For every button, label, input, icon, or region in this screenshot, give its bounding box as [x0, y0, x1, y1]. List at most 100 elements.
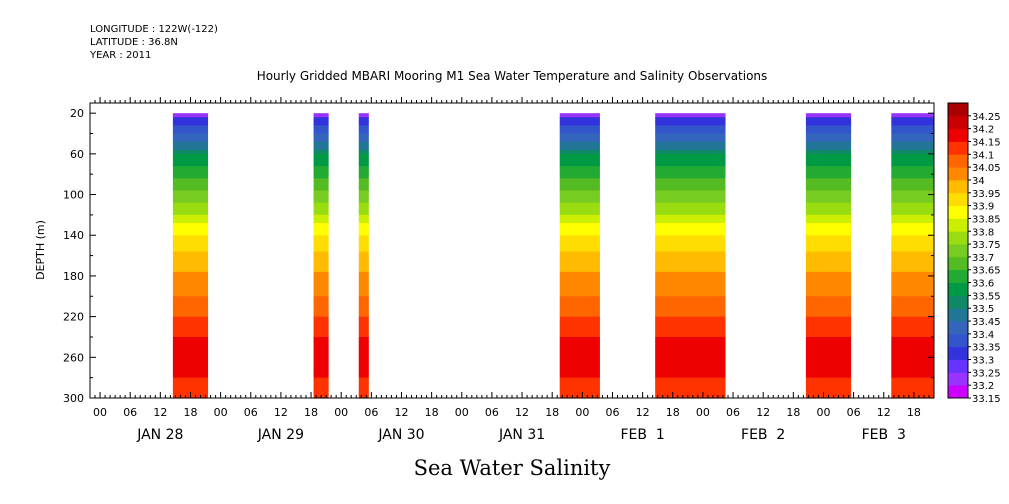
salinity-cell — [559, 328, 600, 334]
salinity-cell — [172, 263, 209, 269]
x-tick-label: 06 — [244, 406, 258, 419]
salinity-cell — [891, 296, 934, 301]
colorbar-swatch — [948, 244, 968, 258]
salinity-cell — [805, 377, 852, 383]
salinity-cell — [559, 239, 600, 244]
salinity-cell — [655, 227, 726, 232]
salinity-cell — [313, 182, 329, 188]
salinity-cell — [805, 206, 852, 212]
salinity-cell — [358, 324, 369, 330]
salinity-cell — [358, 369, 369, 375]
salinity-cell — [805, 345, 852, 350]
salinity-cell — [313, 218, 329, 224]
colorbar-swatch — [948, 128, 968, 142]
colorbar-swatch — [948, 333, 968, 348]
x-tick-label: 00 — [93, 406, 107, 419]
salinity-cell — [559, 267, 600, 273]
salinity-cell — [655, 341, 726, 346]
salinity-cell — [172, 231, 209, 236]
salinity-cell — [313, 149, 329, 155]
salinity-cell — [358, 393, 369, 399]
salinity-cell — [805, 263, 852, 269]
salinity-cell — [655, 206, 726, 212]
salinity-cell — [655, 328, 726, 334]
salinity-cell — [655, 243, 726, 249]
salinity-cell — [655, 267, 726, 273]
salinity-cell — [805, 214, 852, 220]
colorbar-label: 34.1 — [972, 150, 994, 161]
salinity-cell — [358, 292, 369, 297]
colorbar-label: 33.85 — [972, 214, 1001, 225]
colorbar-label: 33.3 — [972, 356, 994, 367]
salinity-cell — [559, 365, 600, 371]
salinity-cell — [655, 296, 726, 301]
colorbar-label: 33.9 — [972, 202, 994, 213]
salinity-cell — [891, 235, 934, 240]
y-tick-label: 300 — [63, 392, 84, 405]
salinity-cell — [891, 377, 934, 383]
salinity-cell — [358, 320, 369, 326]
colorbar-label: 33.15 — [972, 394, 1001, 405]
salinity-cell — [358, 133, 369, 139]
salinity-cell — [313, 259, 329, 265]
y-axis-label: DEPTH (m) — [34, 220, 47, 280]
salinity-cell — [891, 308, 934, 314]
salinity-cell — [313, 275, 329, 281]
salinity-cell — [313, 190, 329, 196]
salinity-cell — [559, 288, 600, 293]
salinity-cell — [172, 182, 209, 188]
salinity-cell — [172, 223, 209, 228]
x-day-label: FEB 1 — [620, 427, 664, 443]
data-segment — [655, 113, 726, 399]
salinity-cell — [805, 292, 852, 297]
salinity-cell — [559, 271, 600, 277]
salinity-cell — [172, 129, 209, 135]
salinity-cell — [313, 389, 329, 395]
salinity-cell — [172, 369, 209, 375]
salinity-cell — [313, 141, 329, 147]
x-tick-label: 18 — [183, 406, 197, 419]
salinity-cell — [313, 288, 329, 293]
salinity-cell — [358, 296, 369, 301]
salinity-cell — [172, 381, 209, 387]
salinity-cell — [891, 239, 934, 244]
salinity-cell — [891, 182, 934, 188]
salinity-cell — [559, 190, 600, 196]
salinity-cell — [655, 357, 726, 362]
salinity-cell — [805, 182, 852, 188]
salinity-cell — [805, 381, 852, 387]
salinity-cell — [805, 125, 852, 131]
salinity-cell — [172, 304, 209, 310]
salinity-cell — [559, 381, 600, 387]
salinity-cell — [891, 381, 934, 387]
salinity-cell — [559, 121, 600, 126]
salinity-cell — [358, 361, 369, 367]
salinity-cell — [559, 373, 600, 379]
colorbar-frame — [947, 102, 969, 399]
salinity-cell — [313, 121, 329, 126]
salinity-cell — [313, 186, 329, 192]
salinity-cell — [313, 284, 329, 289]
salinity-cell — [559, 296, 600, 301]
colorbar-swatch — [948, 359, 968, 373]
salinity-cell — [358, 288, 369, 293]
colorbar-swatch — [948, 346, 968, 360]
salinity-cell — [805, 113, 852, 118]
salinity-cell — [172, 141, 209, 147]
salinity-cell — [358, 389, 369, 395]
x-tick-label: 00 — [696, 406, 710, 419]
salinity-cell — [655, 316, 726, 322]
salinity-cell — [559, 149, 600, 155]
x-tick-label: 18 — [666, 406, 680, 419]
salinity-cell — [313, 324, 329, 330]
colorbar-swatch — [948, 231, 968, 245]
salinity-cell — [559, 210, 600, 216]
salinity-cell — [358, 137, 369, 143]
salinity-cell — [805, 373, 852, 379]
salinity-cell — [313, 345, 329, 350]
salinity-cell — [559, 336, 600, 342]
salinity-cell — [172, 121, 209, 126]
salinity-cell — [655, 349, 726, 354]
salinity-cell — [313, 170, 329, 175]
salinity-cell — [805, 288, 852, 293]
